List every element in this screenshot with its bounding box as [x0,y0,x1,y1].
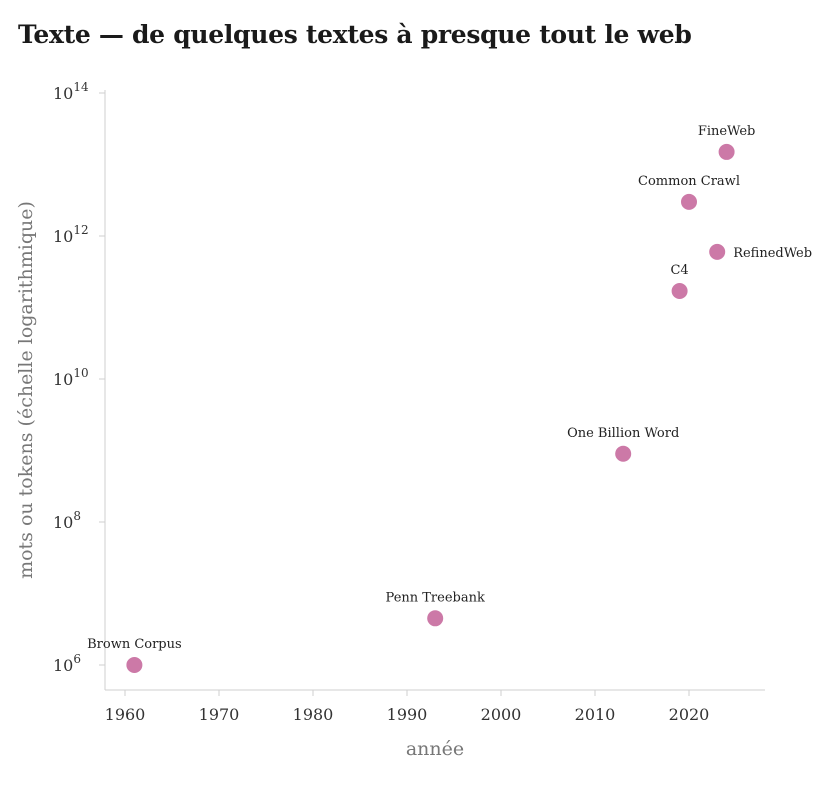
x-tick-label: 1970 [199,705,240,724]
data-point-label: Brown Corpus [87,637,182,652]
data-point-label: Penn Treebank [386,590,485,605]
data-point-label: One Billion Word [567,426,679,441]
data-point [718,143,735,160]
data-point-label: FineWeb [698,124,756,139]
y-tick-label: 1012 [53,223,89,246]
y-tick-label: 1010 [53,366,89,389]
x-tick-label: 2020 [669,705,710,724]
y-tick-label: 108 [53,509,81,532]
x-tick-label: 1990 [387,705,428,724]
y-tick-label: 106 [53,652,81,675]
data-points: Brown Corpus Penn Treebank One Billion Wor… [87,124,812,673]
chart-title: Texte — de quelques textes à presque tou… [18,20,692,49]
x-tick-label: 2000 [481,705,522,724]
x-tick-label: 1980 [293,705,334,724]
data-point [427,610,444,627]
x-axis-ticks: 1960 1970 1980 1990 2000 2010 2020 [105,690,710,724]
data-point [615,445,632,462]
x-tick-label: 1960 [105,705,146,724]
x-tick-label: 2010 [575,705,616,724]
data-point-label: Common Crawl [638,174,740,189]
x-axis-label: année [406,738,464,760]
data-point [681,193,697,210]
data-point-label: C4 [670,263,688,278]
y-tick-label: 1014 [53,80,89,103]
data-point [709,243,726,260]
data-point-label: RefinedWeb [733,246,812,261]
data-point [671,283,688,300]
y-axis-ticks: 106 108 1010 1012 1014 [53,80,105,675]
data-point [126,657,143,673]
y-axis-label: mots ou tokens (échelle logarithmique) [15,201,37,579]
